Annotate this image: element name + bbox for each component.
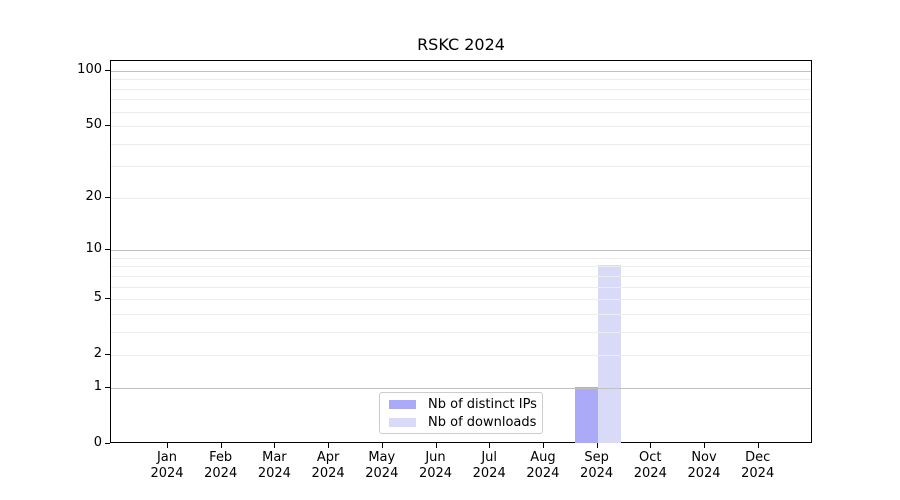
x-tick-label-line: 2024 xyxy=(204,466,238,481)
x-tick-mark xyxy=(489,443,491,448)
x-tick-label-line: 2024 xyxy=(526,466,560,481)
x-tick-mark xyxy=(650,443,652,448)
major-gridline xyxy=(111,387,811,389)
x-tick-label-line: 2024 xyxy=(633,466,667,481)
x-tick-label: Apr 2024 xyxy=(298,450,358,482)
legend-label-downloads: Nb of downloads xyxy=(428,414,537,430)
x-tick-label: Sep 2024 xyxy=(567,450,627,482)
chart-title: RSKC 2024 xyxy=(417,35,505,54)
y-tick-mark xyxy=(105,125,110,127)
bars-layer xyxy=(111,61,811,443)
x-tick-label: Dec 2024 xyxy=(728,450,788,482)
y-tick-mark xyxy=(105,70,110,71)
minor-gridline xyxy=(111,266,811,268)
major-gridline xyxy=(111,71,811,72)
x-tick-label: Jan 2024 xyxy=(137,450,197,482)
x-tick-label-line: 2024 xyxy=(418,466,453,481)
y-tick-label: 10 xyxy=(85,241,102,257)
minor-gridline xyxy=(111,111,811,113)
x-tick-label-line: Aug xyxy=(530,450,556,465)
x-tick-label-line: Oct xyxy=(639,450,662,465)
x-tick-label: May 2024 xyxy=(352,450,412,482)
x-tick-mark xyxy=(757,443,759,448)
bar-nb-of-downloads xyxy=(597,265,621,443)
minor-gridline xyxy=(111,166,811,168)
legend-swatch-downloads-icon xyxy=(389,417,416,427)
minor-gridline xyxy=(111,275,811,277)
x-tick-label-line: Jul xyxy=(481,450,498,465)
x-tick-label-line: Jan xyxy=(156,450,178,465)
x-tick-mark xyxy=(220,443,222,448)
y-tick-label: 1 xyxy=(93,378,102,394)
x-tick-mark xyxy=(167,443,168,448)
legend-label-distinct-ips: Nb of distinct IPs xyxy=(428,396,537,412)
minor-gridline xyxy=(111,355,811,357)
x-tick-label-line: Dec xyxy=(745,450,771,465)
x-tick-label-line: 2024 xyxy=(741,466,775,481)
minor-gridline xyxy=(111,143,811,145)
x-tick-label-line: Sep xyxy=(584,450,609,465)
x-tick-label-line: Apr xyxy=(316,450,340,465)
plot-area: Nb of distinct IPs Nb of downloads xyxy=(110,60,812,443)
y-tick-label: 100 xyxy=(77,62,102,77)
y-tick-mark xyxy=(105,249,110,251)
x-tick-label-line: 2024 xyxy=(311,466,345,481)
x-tick-label-line: 2024 xyxy=(472,466,506,481)
y-tick-label: 20 xyxy=(85,188,102,204)
x-tick-label: Jun 2024 xyxy=(406,450,466,482)
x-tick-mark xyxy=(435,443,437,448)
y-tick-label: 2 xyxy=(93,346,102,362)
bar-nb-of-distinct-ips xyxy=(574,386,598,443)
legend: Nb of distinct IPs Nb of downloads xyxy=(379,392,543,434)
y-tick-mark xyxy=(105,196,110,198)
x-tick-label-line: Nov xyxy=(691,450,717,465)
x-tick-label-line: 2024 xyxy=(257,466,291,481)
minor-gridline xyxy=(111,197,811,199)
major-gridline xyxy=(111,250,811,252)
x-tick-label-line: 2024 xyxy=(687,466,721,481)
minor-gridline xyxy=(111,126,811,128)
y-tick-label: 5 xyxy=(93,290,102,306)
legend-entry-distinct-ips: Nb of distinct IPs xyxy=(389,397,542,412)
x-tick-label: Mar 2024 xyxy=(244,450,304,482)
minor-gridline xyxy=(111,299,811,301)
y-tick-label: 50 xyxy=(85,117,102,133)
minor-gridline xyxy=(111,99,811,101)
x-tick-label-line: Jun xyxy=(425,450,446,465)
minor-gridline xyxy=(111,257,811,259)
minor-gridline xyxy=(111,286,811,288)
x-tick-label: Jul 2024 xyxy=(459,450,519,482)
legend-entry-downloads: Nb of downloads xyxy=(389,415,542,430)
gridlines-layer xyxy=(111,61,811,442)
x-tick-label-line: 2024 xyxy=(580,466,614,481)
x-tick-label: Nov 2024 xyxy=(674,450,734,482)
x-tick-label-line: 2024 xyxy=(365,466,399,481)
y-tick-label: 0 xyxy=(93,435,102,450)
x-tick-label: Feb 2024 xyxy=(191,450,251,482)
x-tick-label: Oct 2024 xyxy=(620,450,680,482)
minor-gridline xyxy=(111,88,811,90)
x-tick-label-line: Mar xyxy=(262,450,287,465)
y-tick-mark xyxy=(105,354,110,356)
minor-gridline xyxy=(111,313,811,315)
minor-gridline xyxy=(111,331,811,333)
legend-swatch-distinct-ips-icon xyxy=(389,399,416,409)
y-tick-mark xyxy=(105,443,110,444)
x-tick-mark xyxy=(274,443,276,448)
x-tick-label-line: Feb xyxy=(209,450,233,465)
x-tick-mark xyxy=(704,443,705,448)
y-tick-mark xyxy=(105,298,110,300)
y-tick-mark xyxy=(105,386,110,388)
x-tick-mark xyxy=(596,443,598,448)
x-tick-label: Aug 2024 xyxy=(513,450,573,482)
x-tick-label-line: 2024 xyxy=(150,466,184,481)
x-tick-mark xyxy=(328,443,330,448)
minor-gridline xyxy=(111,79,811,81)
x-tick-label-line: May xyxy=(368,450,396,465)
x-tick-mark xyxy=(381,443,383,448)
x-tick-mark xyxy=(542,443,544,448)
